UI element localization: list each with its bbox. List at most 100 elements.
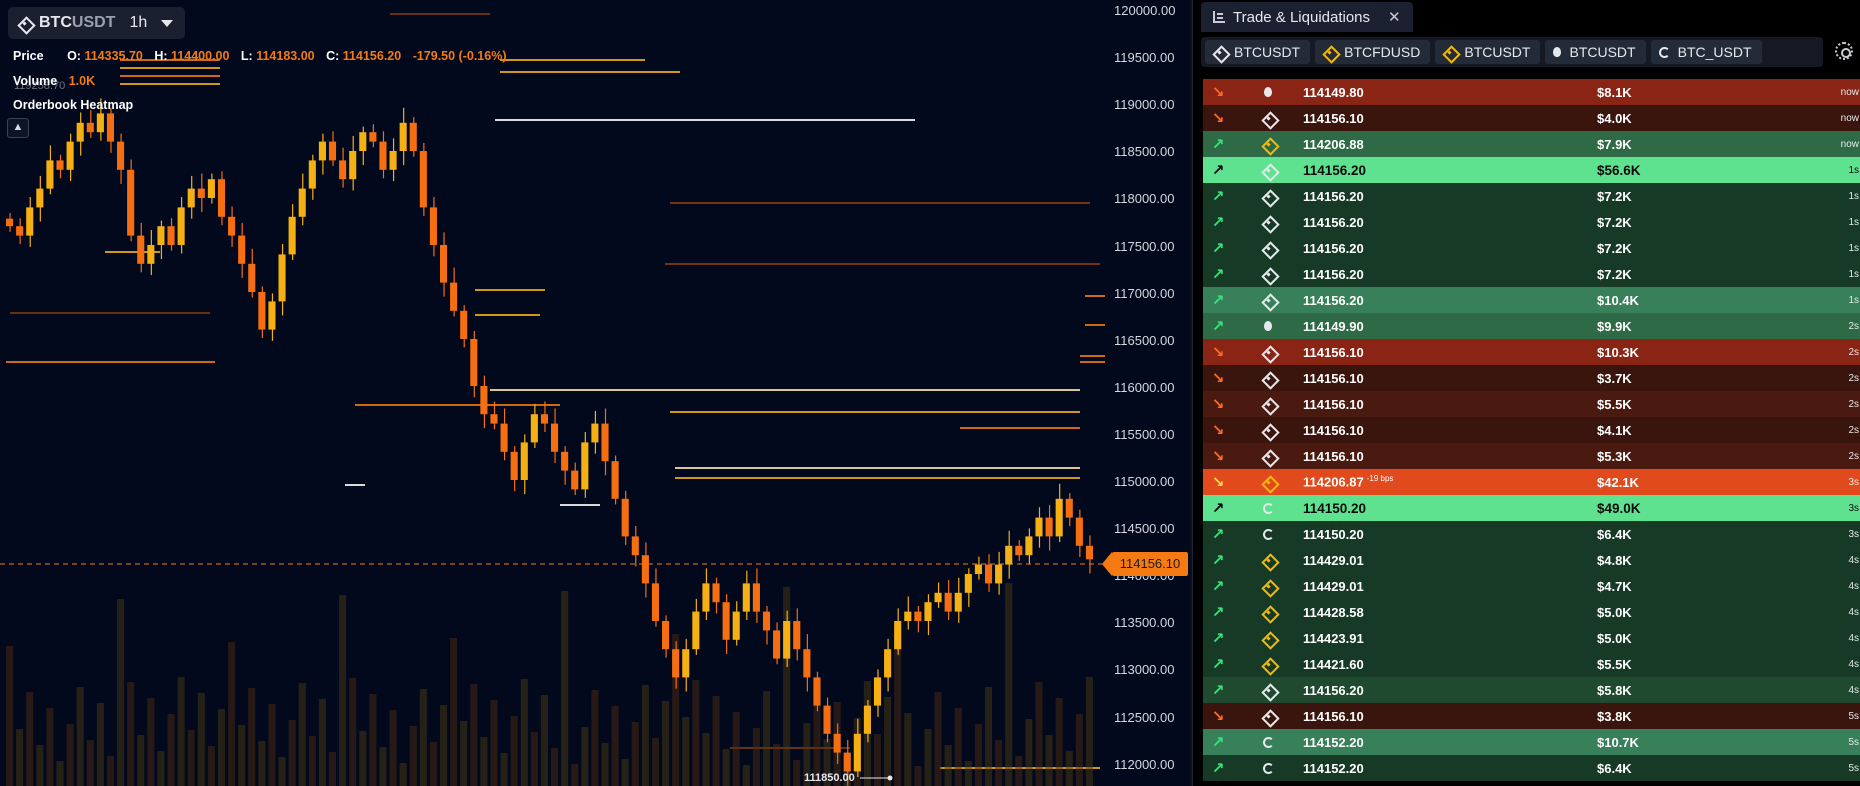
- volume-legend: Volume 1.0K: [13, 74, 95, 88]
- trade-row[interactable]: ↘ 114156.10 $5.3K 2s: [1203, 443, 1860, 469]
- trade-price: 114149.80: [1303, 85, 1597, 100]
- trade-row[interactable]: ↘ 114156.10 $5.5K 2s: [1203, 391, 1860, 417]
- timeframe-label: 1h: [129, 14, 148, 31]
- trade-price-value: 114156.10: [1303, 448, 1364, 464]
- trade-row[interactable]: ↗ 114421.60 $5.5K 4s: [1203, 651, 1860, 677]
- arrow-up-right-icon: ↗: [1211, 292, 1225, 309]
- trade-age: 1s: [1848, 268, 1859, 280]
- candle-body: [581, 442, 589, 490]
- candle-body: [268, 301, 276, 330]
- arrow-down-right-icon: ↘: [1211, 344, 1225, 361]
- exchange-chip[interactable]: BTCUSDT: [1545, 40, 1646, 64]
- symbol-selector[interactable]: BTCUSDT 1h: [8, 7, 186, 39]
- trade-row[interactable]: ↘ 114156.10 $4.0K now: [1203, 105, 1860, 131]
- trade-size: $8.1K: [1597, 84, 1632, 100]
- exchange-chip[interactable]: BTCUSDT: [1435, 40, 1541, 64]
- trade-size: $10.4K: [1597, 292, 1639, 308]
- trade-row[interactable]: ↗ 114429.01 $4.7K 4s: [1203, 573, 1860, 599]
- exchange-chip-label: BTCUSDT: [1464, 44, 1531, 60]
- candle-body: [974, 564, 982, 574]
- volume-bar: [359, 731, 367, 786]
- candle-body: [1015, 545, 1023, 556]
- trade-age: 2s: [1848, 424, 1859, 436]
- gear-icon[interactable]: [1835, 42, 1853, 60]
- trade-row[interactable]: ↗ 114423.91 $5.0K 4s: [1203, 625, 1860, 651]
- exchange-cell: [1233, 372, 1303, 385]
- binance-icon: [1262, 476, 1275, 489]
- bps-label: -19 bps: [1366, 474, 1394, 484]
- trade-row[interactable]: ↘ 114206.87 -19 bps $42.1K 3s: [1203, 469, 1860, 495]
- close-icon[interactable]: ✕: [1388, 9, 1401, 26]
- trade-row[interactable]: ↗ 114149.90 $9.9K 2s: [1203, 313, 1860, 339]
- exchange-cell: [1233, 346, 1303, 359]
- candle-body: [389, 151, 397, 170]
- trade-row[interactable]: ↘ 114156.10 $3.7K 2s: [1203, 365, 1860, 391]
- volume-bar: [662, 701, 670, 786]
- y-tick-label: 117500.00: [1114, 238, 1175, 254]
- y-tick-label: 114500.00: [1114, 521, 1175, 537]
- candle-body: [641, 555, 649, 584]
- exchange-cell: [1233, 450, 1303, 463]
- arrow-down-right-icon: ↘: [1211, 422, 1225, 439]
- candle-body: [76, 122, 84, 142]
- candle-body: [238, 235, 246, 264]
- candle-body: [662, 621, 670, 650]
- exchange-chip[interactable]: BTC_USDT: [1650, 40, 1762, 64]
- candle-body: [591, 423, 599, 443]
- candle-body: [884, 649, 892, 678]
- volume-bar: [530, 732, 538, 786]
- trade-price: 114156.20: [1303, 683, 1597, 698]
- candle-body: [722, 602, 730, 640]
- exchange-chip[interactable]: BTCFDUSD: [1315, 40, 1431, 64]
- orderbook-heatmap-chart[interactable]: [0, 0, 1190, 786]
- trade-price: 114429.01: [1303, 553, 1597, 568]
- candle-body: [984, 564, 993, 584]
- trade-row[interactable]: ↘ 114149.80 $8.1K now: [1203, 79, 1860, 105]
- volume-bar: [288, 720, 296, 786]
- collapse-legend-button[interactable]: ▲: [7, 118, 29, 138]
- y-tick-label: 113000.00: [1114, 662, 1175, 678]
- trade-row[interactable]: ↗ 114150.20 $6.4K 3s: [1203, 521, 1860, 547]
- trade-price-value: 114150.20: [1303, 526, 1364, 542]
- chart-pane[interactable]: BTCUSDT 1h Price O: 114335.70 H: 114400.…: [0, 0, 1190, 786]
- trade-row[interactable]: ↘ 114156.10 $10.3K 2s: [1203, 339, 1860, 365]
- trade-row[interactable]: ↗ 114206.88 $7.9K now: [1203, 131, 1860, 157]
- trade-row[interactable]: ↗ 114156.20 $10.4K 1s: [1203, 287, 1860, 313]
- candle-body: [995, 564, 1003, 584]
- candle-body: [278, 254, 286, 302]
- volume-bar: [934, 692, 942, 786]
- arrow-up-right-icon: ↗: [1211, 760, 1225, 777]
- trade-row[interactable]: ↗ 114428.58 $5.0K 4s: [1203, 599, 1860, 625]
- binance-icon: [1262, 450, 1275, 463]
- trade-row[interactable]: ↗ 114150.20 $49.0K 3s: [1203, 495, 1860, 521]
- candle-body: [783, 621, 791, 659]
- tab-trade-liquidations[interactable]: Trade & Liquidations ✕: [1201, 2, 1413, 32]
- exchange-cell: [1233, 554, 1303, 567]
- trade-row[interactable]: ↗ 114156.20 $56.6K 1s: [1203, 157, 1860, 183]
- candle-body: [339, 160, 347, 180]
- tab-title: Trade & Liquidations: [1233, 8, 1371, 26]
- volume-bar: [369, 694, 377, 786]
- trade-price: 114421.60: [1303, 657, 1597, 672]
- trade-price-value: 114156.20: [1303, 266, 1364, 282]
- exchange-cell: [1233, 164, 1303, 177]
- trade-row[interactable]: ↗ 114152.20 $10.7K 5s: [1203, 729, 1860, 755]
- trade-price: 114156.10: [1303, 345, 1597, 360]
- trade-row[interactable]: ↘ 114156.10 $4.1K 2s: [1203, 417, 1860, 443]
- volume-bar: [672, 634, 680, 786]
- trade-price-value: 114421.60: [1303, 656, 1364, 672]
- volume-bar: [974, 724, 982, 786]
- trade-row[interactable]: ↗ 114156.20 $7.2K 1s: [1203, 183, 1860, 209]
- trade-size: $5.0K: [1597, 630, 1632, 646]
- trade-row[interactable]: ↘ 114156.10 $3.8K 5s: [1203, 703, 1860, 729]
- trade-row[interactable]: ↗ 114429.01 $4.8K 4s: [1203, 547, 1860, 573]
- exchange-chip[interactable]: BTCUSDT: [1205, 40, 1311, 64]
- trade-row[interactable]: ↗ 114156.20 $7.2K 1s: [1203, 261, 1860, 287]
- y-tick-label: 112000.00: [1114, 756, 1175, 772]
- trade-row[interactable]: ↗ 114156.20 $5.8K 4s: [1203, 677, 1860, 703]
- trade-row[interactable]: ↗ 114152.20 $6.4K 5s: [1203, 755, 1860, 781]
- trade-row[interactable]: ↗ 114156.20 $7.2K 1s: [1203, 209, 1860, 235]
- trade-row[interactable]: ↗ 114156.20 $7.2K 1s: [1203, 235, 1860, 261]
- candle-body: [561, 451, 569, 471]
- volume-bar: [318, 699, 326, 786]
